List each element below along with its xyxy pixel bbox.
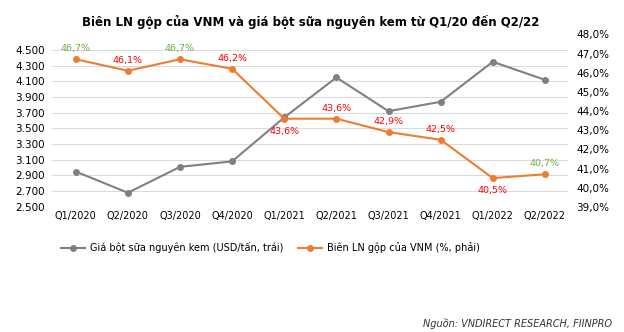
Text: 42,5%: 42,5%	[426, 124, 456, 133]
Text: 43,6%: 43,6%	[269, 127, 300, 136]
Text: 46,7%: 46,7%	[61, 44, 90, 53]
Legend: Giá bột sữa nguyên kem (USD/tấn, trái), Biên LN gộp của VNM (%, phải): Giá bột sữa nguyên kem (USD/tấn, trái), …	[57, 238, 484, 257]
Text: 46,7%: 46,7%	[165, 44, 195, 53]
Text: 40,5%: 40,5%	[478, 186, 508, 195]
Text: 46,1%: 46,1%	[113, 56, 143, 65]
Text: Nguồn: VNDIRECT RESEARCH, FIINPRO: Nguồn: VNDIRECT RESEARCH, FIINPRO	[422, 318, 612, 329]
Title: Biên LN gộp của VNM và giá bột sữa nguyên kem từ Q1/20 đến Q2/22: Biên LN gộp của VNM và giá bột sữa nguyê…	[82, 15, 539, 29]
Text: 42,9%: 42,9%	[374, 117, 404, 126]
Text: 46,2%: 46,2%	[217, 54, 247, 63]
Text: 43,6%: 43,6%	[321, 104, 351, 113]
Text: 40,7%: 40,7%	[530, 159, 560, 168]
